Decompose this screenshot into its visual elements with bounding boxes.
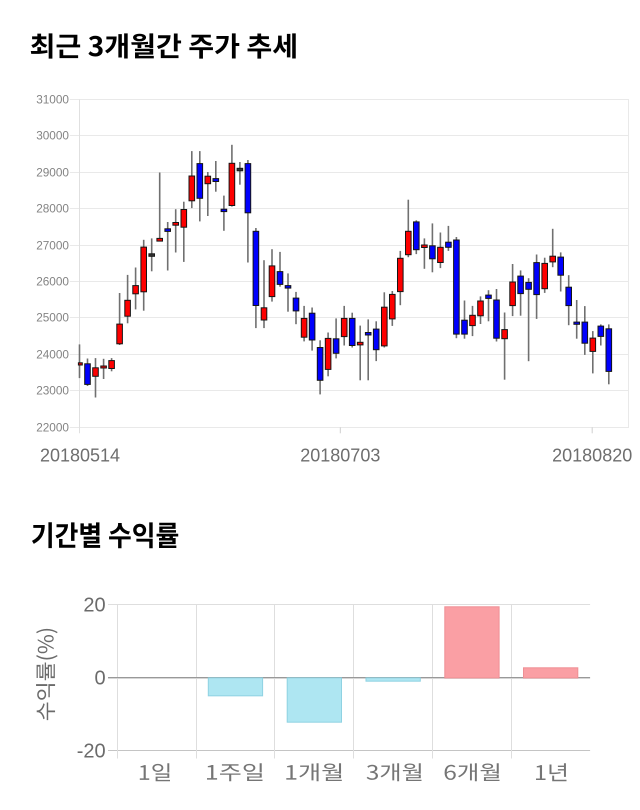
svg-text:20180514: 20180514	[40, 446, 120, 466]
svg-text:26000: 26000	[36, 275, 69, 289]
svg-text:27000: 27000	[36, 239, 69, 253]
svg-text:25000: 25000	[36, 311, 69, 325]
svg-text:29000: 29000	[36, 166, 69, 180]
svg-text:28000: 28000	[36, 202, 69, 216]
svg-text:20180820: 20180820	[552, 446, 632, 466]
svg-text:20180703: 20180703	[300, 446, 380, 466]
svg-text:0: 0	[94, 668, 105, 690]
svg-text:22000: 22000	[36, 421, 69, 435]
svg-text:30000: 30000	[36, 129, 69, 143]
svg-text:20: 20	[83, 594, 105, 616]
svg-text:31000: 31000	[36, 93, 69, 107]
svg-text:23000: 23000	[36, 384, 69, 398]
svg-text:24000: 24000	[36, 348, 69, 362]
svg-text:-20: -20	[77, 741, 106, 763]
